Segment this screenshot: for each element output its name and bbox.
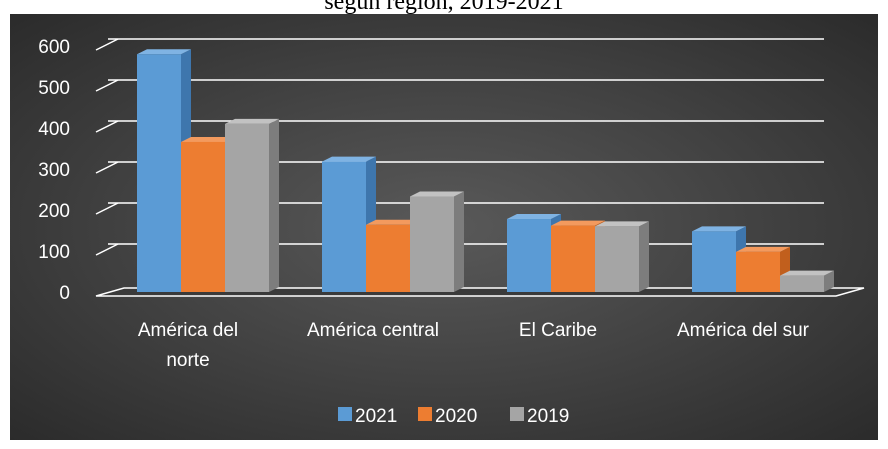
x-category-label: El Caribe <box>519 320 597 341</box>
bar-top <box>137 49 191 55</box>
bar-2019 <box>225 118 279 293</box>
bar-2019 <box>780 270 834 292</box>
bar-top <box>507 214 561 220</box>
bar-front <box>181 141 225 292</box>
y-tick-label: 600 <box>38 37 70 58</box>
legend-swatch-2019 <box>510 407 524 421</box>
bar-top <box>322 156 376 162</box>
bar-top <box>181 136 235 142</box>
bar-top <box>410 191 464 197</box>
bar-front <box>366 224 410 292</box>
bar-front <box>322 161 366 292</box>
legend: 2021 2020 2019 <box>338 406 569 427</box>
gridline-depth <box>95 161 119 174</box>
bar-front <box>410 196 454 292</box>
legend-label-2020: 2020 <box>435 406 477 427</box>
bar-side <box>454 191 464 292</box>
y-tick-label: 200 <box>38 201 70 222</box>
y-axis-ticks: 0 100 200 300 400 500 600 <box>38 37 70 304</box>
x-category-label: América central <box>307 320 439 341</box>
bar-top <box>595 221 649 227</box>
legend-label-2019: 2019 <box>527 406 569 427</box>
bar-2019 <box>595 221 649 292</box>
y-tick-label: 0 <box>59 283 70 304</box>
bar-front <box>225 123 269 293</box>
bar-side <box>269 118 279 293</box>
bar-front <box>137 54 181 293</box>
gridline-depth <box>95 202 119 215</box>
y-tick-label: 500 <box>38 78 70 99</box>
chart-panel: 0 100 200 300 400 500 600 América del norte Améri… <box>10 14 878 440</box>
legend-swatch-2020 <box>418 407 432 421</box>
x-category-label: América del <box>138 320 238 341</box>
gridline-depth <box>95 38 119 51</box>
gridline-depth <box>95 243 119 256</box>
bar-front <box>692 231 736 292</box>
x-category-label: América del sur <box>677 320 810 341</box>
legend-label-2021: 2021 <box>355 406 397 427</box>
y-tick-label: 100 <box>38 242 70 263</box>
gridline-depth <box>95 120 119 133</box>
gridline-depth <box>95 79 119 92</box>
legend-swatch-2021 <box>338 407 352 421</box>
chart-title: según región, 2019-2021 <box>324 0 564 15</box>
x-category-label: norte <box>166 350 209 371</box>
bar-2019 <box>410 191 464 292</box>
bar-side <box>824 270 834 292</box>
bar-top <box>736 246 790 252</box>
bar-front <box>780 275 824 292</box>
bar-front <box>507 219 551 292</box>
chart-floor <box>95 287 865 297</box>
bars <box>137 49 834 293</box>
y-tick-label: 300 <box>38 160 70 181</box>
bar-top <box>225 118 279 124</box>
bar-top <box>551 220 605 226</box>
bar-top <box>692 226 746 232</box>
x-axis-labels: América del norte América central El Caribe… <box>138 320 810 371</box>
bar-front <box>736 251 780 292</box>
bar-top <box>780 270 834 276</box>
bar-top <box>366 219 420 225</box>
y-tick-label: 400 <box>38 119 70 140</box>
bar-front <box>595 226 639 292</box>
bar-front <box>551 225 595 292</box>
bar-side <box>639 221 649 292</box>
